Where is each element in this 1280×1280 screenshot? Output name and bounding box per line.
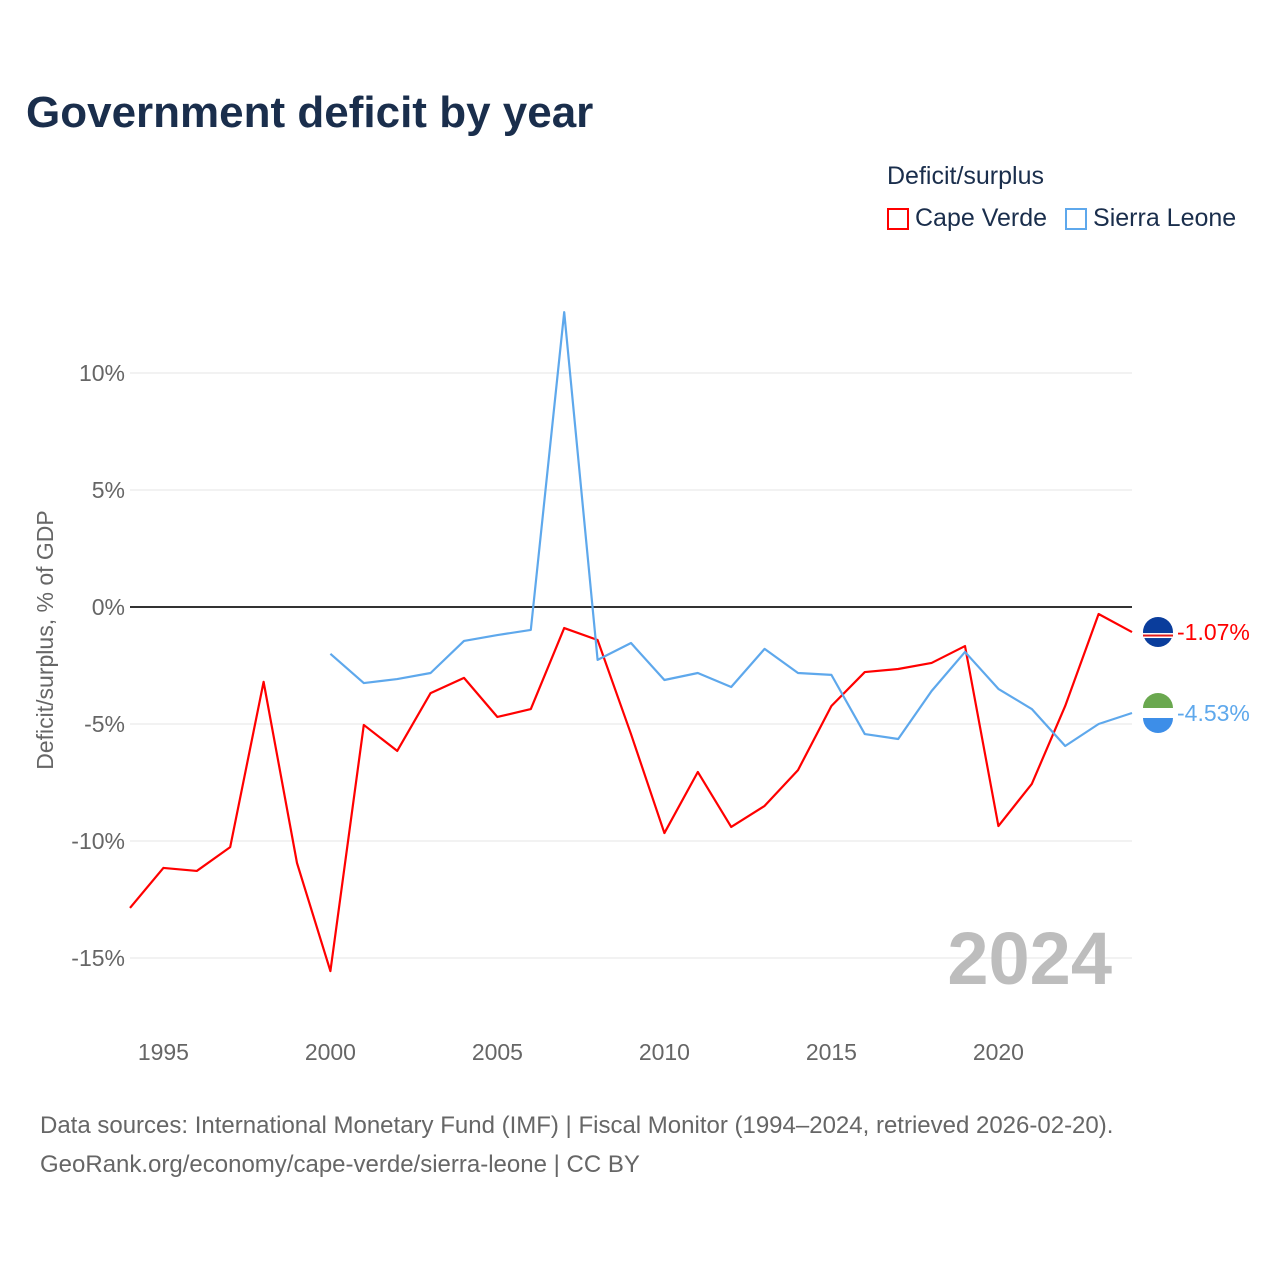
- y-axis-label: Deficit/surplus, % of GDP: [32, 510, 58, 769]
- cape-verde-flag-icon: [1143, 617, 1173, 648]
- y-tick-label: 10%: [79, 360, 125, 386]
- source-line-2[interactable]: GeoRank.org/economy/cape-verde/sierra-le…: [40, 1151, 640, 1178]
- legend-swatch-sierra-leone: [1065, 207, 1088, 230]
- y-tick-label: -15%: [71, 945, 125, 971]
- flag-stripe: [1143, 693, 1173, 709]
- end-value-label: -4.53%: [1177, 700, 1250, 726]
- y-tick-label: -5%: [84, 711, 125, 737]
- series-line-sierra-leone: [329, 311, 1133, 748]
- legend-swatch-cape-verde: [887, 207, 909, 230]
- x-tick-label: 1995: [138, 1039, 189, 1065]
- year-watermark: 2024: [947, 917, 1112, 1000]
- x-tick-label: 2010: [639, 1039, 690, 1065]
- legend-label: Sierra Leone: [1093, 204, 1237, 232]
- end-value-label: -1.07%: [1177, 619, 1250, 645]
- legend-item-cape-verde[interactable]: Cape Verde: [887, 204, 1047, 233]
- y-tick-label: 5%: [92, 477, 125, 503]
- y-tick-label: -10%: [71, 828, 125, 854]
- x-tick-label: 2015: [806, 1039, 857, 1065]
- x-tick-label: 2020: [973, 1039, 1024, 1065]
- series-line-cape-verde: [129, 612, 1133, 973]
- legend-label: Cape Verde: [915, 204, 1048, 232]
- x-tick-label: 2005: [472, 1039, 523, 1065]
- flag-stripe: [1143, 718, 1173, 734]
- legend-title: Deficit/surplus: [887, 162, 1044, 190]
- legend: Cape Verde Sierra Leone: [887, 204, 1236, 233]
- y-tick-label: 0%: [92, 594, 125, 620]
- source-note: Data sources: International Monetary Fun…: [40, 1106, 1113, 1184]
- flag-stripe: [1143, 634, 1173, 637]
- chart-title: Government deficit by year: [26, 88, 594, 137]
- source-line-1: Data sources: International Monetary Fun…: [40, 1112, 1114, 1139]
- legend-item-sierra-leone[interactable]: Sierra Leone: [1065, 204, 1236, 233]
- x-tick-label: 2000: [305, 1039, 356, 1065]
